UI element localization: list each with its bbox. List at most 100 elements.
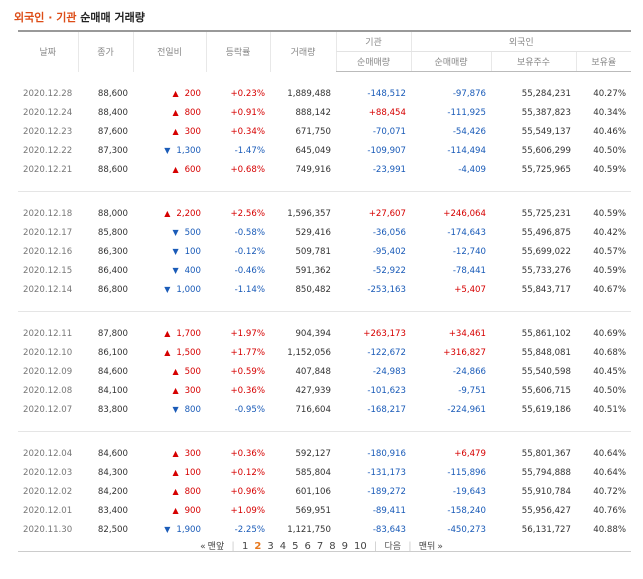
cell-date: 2020.12.08	[23, 385, 73, 396]
cell-foreign-net: +246,064	[443, 208, 486, 219]
cell-date: 2020.12.17	[23, 227, 73, 238]
cell-foreign-shares: 55,540,598	[521, 366, 571, 377]
cell-volume: 888,142	[295, 107, 331, 118]
cell-institution-net: -23,991	[372, 164, 406, 175]
cell-foreign-net: -12,740	[452, 246, 486, 257]
table-row: 2020.12.08 84,100 ▲ 300 +0.36% 427,939 -101,62…	[18, 381, 631, 400]
cell-institution-net: -70,071	[372, 126, 406, 137]
table-body: 2020.12.28 88,600 ▲ 200 +0.23% 1,889,488 -148,…	[18, 72, 632, 552]
page-link-7[interactable]: 7	[316, 541, 324, 552]
page-link-9[interactable]: 9	[341, 541, 348, 552]
cell-date: 2020.12.18	[23, 208, 73, 219]
cell-date: 2020.12.21	[23, 164, 73, 175]
cell-rate: -2.25%	[234, 524, 265, 535]
triangle-up-icon: ▲	[172, 505, 179, 515]
change-value: 400	[184, 265, 201, 276]
page-link-1[interactable]: 1	[241, 541, 249, 552]
cell-institution-net: -89,411	[372, 505, 406, 516]
trading-table: 날짜 종가 전일비 등락률 거래량 기관 외국인 순매매량 순매매량 보유주수 …	[18, 30, 632, 552]
table-row: 2020.12.24 88,400 ▲ 800 +0.91% 888,142 +88,454…	[18, 103, 631, 122]
cell-foreign-net: -97,876	[452, 88, 486, 99]
cell-close: 86,400	[97, 265, 128, 276]
cell-rate: +0.68%	[230, 164, 265, 175]
cell-foreign-shares: 55,496,875	[521, 227, 571, 238]
cell-change: ▲ 300	[133, 444, 206, 463]
cell-foreign-shares: 55,284,231	[521, 88, 571, 99]
cell-close: 87,600	[97, 126, 128, 137]
table-row: 2020.12.02 84,200 ▲ 800 +0.96% 601,106 -189,27…	[18, 482, 631, 501]
cell-close: 85,800	[97, 227, 128, 238]
cell-institution-net: -131,173	[367, 467, 406, 478]
cell-change: ▲ 1,700	[133, 324, 206, 343]
pager-divider: |	[231, 541, 235, 552]
cell-close: 84,200	[97, 486, 128, 497]
change-value: 900	[184, 505, 201, 516]
page-last-button[interactable]: 맨뒤»	[418, 542, 443, 552]
cell-institution-net: -36,056	[372, 227, 406, 238]
section-title-highlight: 외국인 · 기관	[14, 11, 77, 24]
cell-volume: 904,394	[295, 328, 331, 339]
cell-foreign-net: -158,240	[447, 505, 486, 516]
cell-volume: 407,848	[295, 366, 331, 377]
cell-institution-net: +263,173	[363, 328, 406, 339]
change-value: 800	[184, 404, 201, 415]
page-number-list: 1 2 3 4 5 6 7 8 9 10	[239, 541, 370, 552]
row-spacer	[18, 299, 631, 311]
cell-foreign-ratio: 40.34%	[593, 107, 627, 118]
cell-institution-net: -148,512	[367, 88, 406, 99]
change-value: 100	[184, 246, 201, 257]
cell-close: 84,100	[97, 385, 128, 396]
group-divider	[18, 311, 632, 312]
cell-foreign-ratio: 40.27%	[593, 88, 627, 99]
page-link-10[interactable]: 10	[353, 541, 367, 552]
cell-date: 2020.12.07	[23, 404, 73, 415]
triangle-down-icon: ▼	[172, 246, 179, 256]
cell-change: ▲ 100	[133, 463, 206, 482]
page-next-button[interactable]: 다음	[384, 542, 401, 552]
cell-foreign-net: +6,479	[454, 448, 486, 459]
cell-rate: +0.34%	[230, 126, 265, 137]
cell-foreign-ratio: 40.64%	[593, 467, 627, 478]
triangle-up-icon: ▲	[172, 366, 179, 376]
double-chevron-left-icon: «	[200, 542, 206, 552]
page-first-button[interactable]: «맨앞	[200, 542, 225, 552]
page-link-8[interactable]: 8	[329, 541, 336, 552]
page-link-2[interactable]: 2	[254, 541, 262, 552]
cell-foreign-net: -450,273	[447, 524, 486, 535]
cell-date: 2020.12.28	[23, 88, 73, 99]
cell-volume: 1,152,056	[287, 347, 331, 358]
header-change: 전일비	[132, 30, 206, 72]
cell-foreign-ratio: 40.51%	[593, 404, 627, 415]
cell-change: ▲ 500	[133, 362, 206, 381]
table-row: 2020.12.10 86,100 ▲ 1,500 +1.77% 1,152,056 -12…	[18, 343, 631, 362]
cell-foreign-net: -54,426	[452, 126, 486, 137]
cell-foreign-net: -24,866	[452, 366, 486, 377]
cell-foreign-net: +5,407	[454, 284, 486, 295]
cell-foreign-shares: 55,861,102	[521, 328, 571, 339]
section-title: 외국인 · 기관 순매매 거래량	[14, 9, 145, 25]
cell-close: 84,600	[97, 448, 128, 459]
cell-foreign-net: -174,643	[447, 227, 486, 238]
cell-rate: -0.58%	[234, 227, 265, 238]
table-row: 2020.12.03 84,300 ▲ 100 +0.12% 585,804 -131,17…	[18, 463, 631, 482]
cell-change: ▲ 300	[133, 381, 206, 400]
row-spacer	[18, 179, 631, 191]
page-link-6[interactable]: 6	[304, 541, 311, 552]
cell-rate: +0.96%	[230, 486, 265, 497]
header-institution-net: 순매매량	[335, 51, 411, 72]
cell-rate: -1.14%	[234, 284, 265, 295]
header-close: 종가	[77, 30, 133, 72]
cell-volume: 749,916	[295, 164, 331, 175]
change-value: 500	[184, 227, 201, 238]
triangle-up-icon: ▲	[172, 107, 179, 117]
page-link-3[interactable]: 3	[267, 541, 274, 552]
change-value: 800	[184, 107, 201, 118]
triangle-up-icon: ▲	[172, 126, 179, 136]
page-link-5[interactable]: 5	[292, 541, 299, 552]
cell-foreign-net: -4,409	[458, 164, 486, 175]
cell-volume: 585,804	[295, 467, 331, 478]
cell-institution-net: -122,672	[367, 347, 406, 358]
page-link-4[interactable]: 4	[279, 541, 287, 552]
cell-rate: +0.23%	[230, 88, 265, 99]
cell-close: 86,100	[97, 347, 128, 358]
